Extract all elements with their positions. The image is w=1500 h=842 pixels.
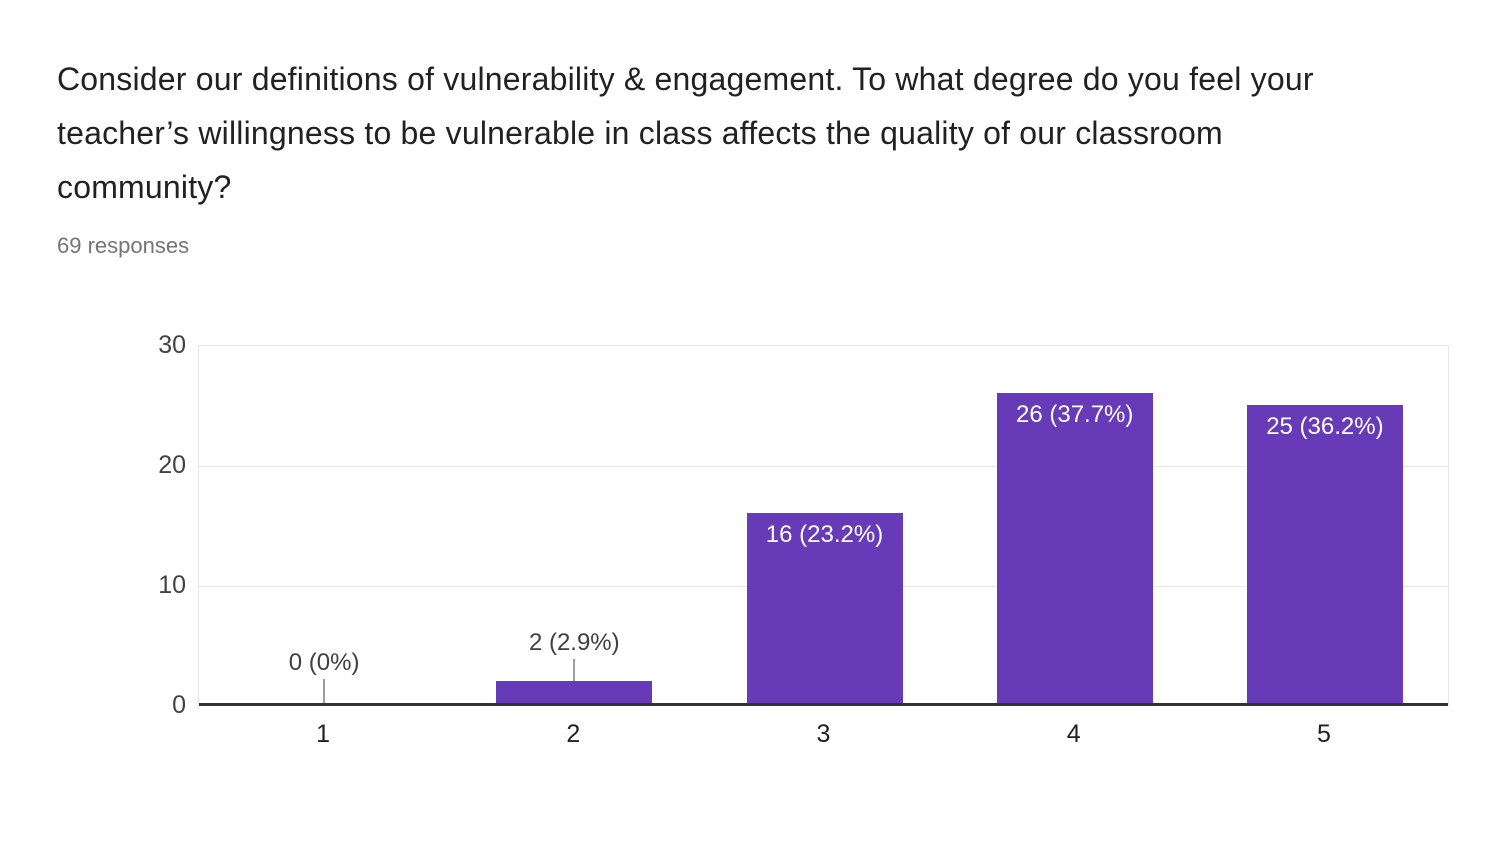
- bar-category-2[interactable]: [496, 681, 653, 705]
- bar-value-label: 16 (23.2%): [765, 521, 884, 548]
- question-title: Consider our definitions of vulnerabilit…: [57, 61, 1314, 205]
- bar-value-label: 26 (37.7%): [1015, 401, 1134, 428]
- bar-category-4[interactable]: [996, 393, 1153, 705]
- y-axis-label: 20: [158, 451, 186, 479]
- x-axis-label: 4: [1066, 720, 1081, 748]
- response-count: 69 responses: [57, 233, 190, 258]
- y-axis-label: 30: [158, 331, 186, 359]
- bar-category-5[interactable]: [1246, 405, 1403, 705]
- x-axis-label: 2: [566, 720, 581, 748]
- bar-category-3[interactable]: [746, 513, 903, 705]
- bar-value-label: 2 (2.9%): [528, 629, 620, 656]
- x-axis-label: 1: [316, 720, 331, 748]
- bar-chart: 0 (0%) 2 (2.9%) 16 (23.2%) 26 (37.7%) 25 (36…: [158, 331, 1449, 748]
- y-axis-label: 10: [158, 571, 186, 599]
- bar-value-label: 25 (36.2%): [1266, 413, 1384, 440]
- x-axis-line: [199, 703, 1448, 706]
- x-axis-label: 5: [1316, 720, 1331, 748]
- y-axis-label: 0: [172, 691, 186, 719]
- annotation-stem: [323, 679, 326, 705]
- gridline: [199, 466, 1448, 467]
- x-axis-label: 3: [816, 720, 831, 748]
- plot-area: 0 (0%) 2 (2.9%) 16 (23.2%) 26 (37.7%) 25 (36…: [198, 345, 1449, 706]
- bar-value-label: 0 (0%): [288, 649, 360, 676]
- annotation-stem: [573, 659, 576, 681]
